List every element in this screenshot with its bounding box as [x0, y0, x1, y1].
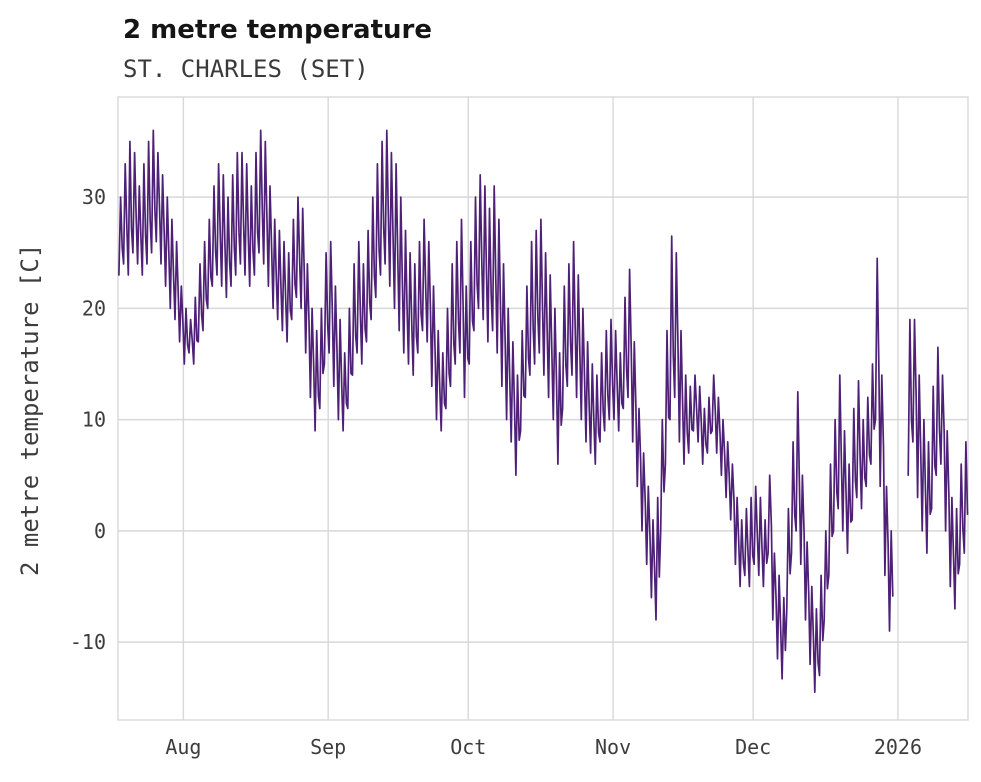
y-axis-label: 2 metre temperature [C] [16, 243, 44, 576]
plot-frame [117, 96, 969, 721]
temperature-series-line [118, 129, 969, 694]
y-tick-label: 0 [94, 519, 106, 543]
x-tick-label: Aug [165, 735, 201, 759]
chart-subtitle: ST. CHARLES (SET) [123, 55, 369, 83]
x-tick-label: Nov [595, 735, 631, 759]
x-tick-label: Sep [310, 735, 346, 759]
x-tick-label: Oct [450, 735, 486, 759]
y-tick-label: 30 [82, 185, 106, 209]
y-tick-label: 20 [82, 296, 106, 320]
y-tick-label: -10 [70, 630, 106, 654]
x-tick-label: Dec [735, 735, 771, 759]
x-tick-label: 2026 [874, 735, 922, 759]
y-tick-label: 10 [82, 408, 106, 432]
chart-title: 2 metre temperature [123, 15, 432, 45]
